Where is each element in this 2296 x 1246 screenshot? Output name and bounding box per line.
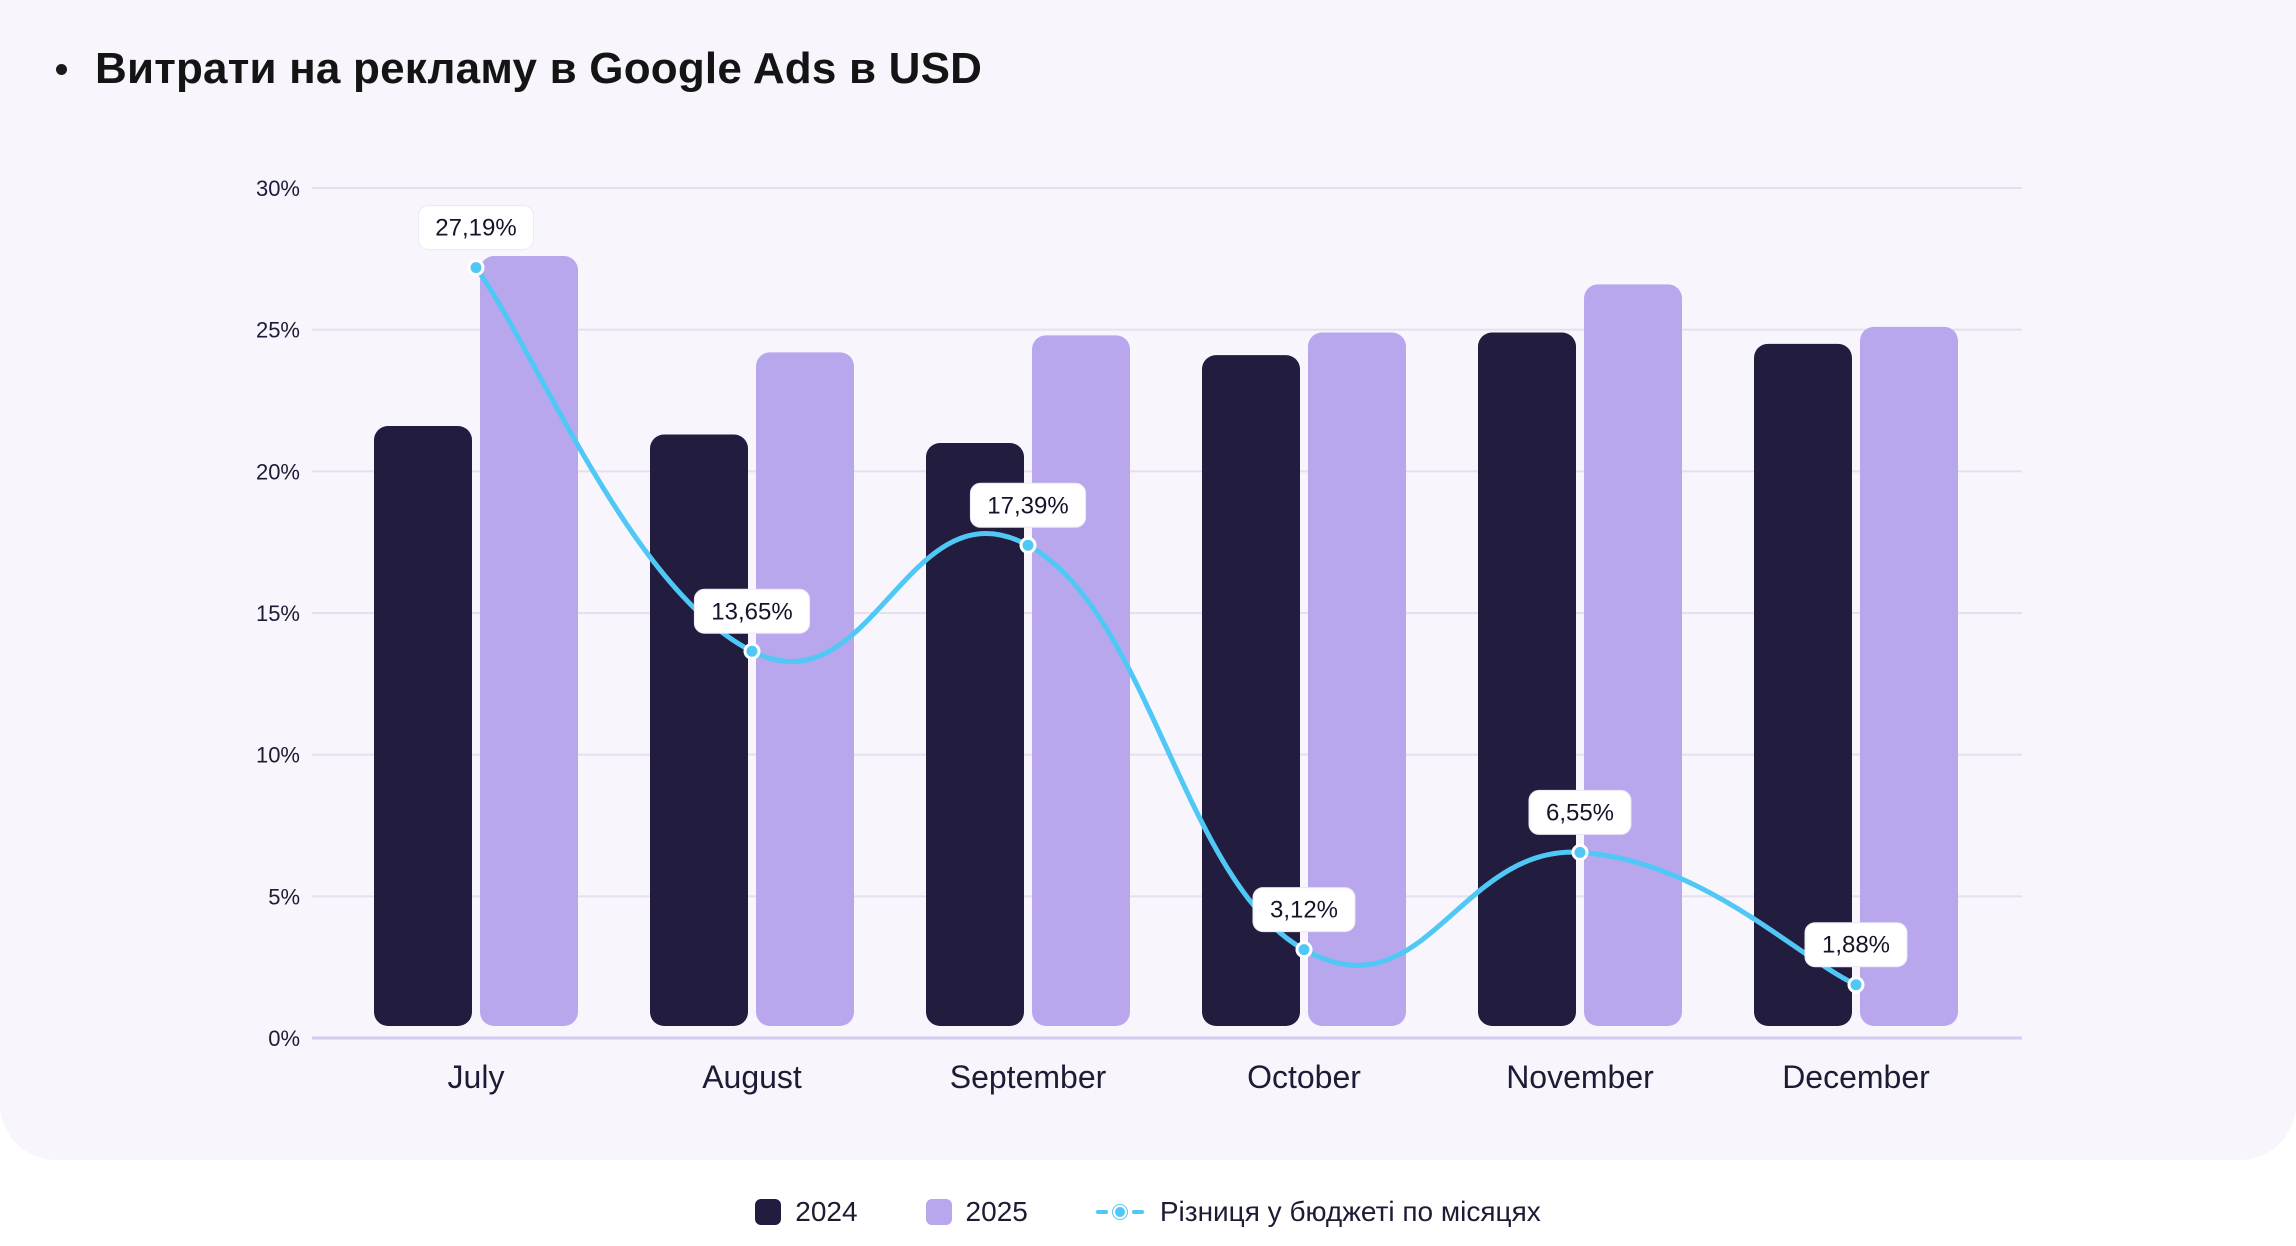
legend-swatch-2024 — [755, 1199, 782, 1225]
difference-point — [1571, 843, 1589, 861]
x-tick-label: November — [1506, 1059, 1654, 1095]
legend-label-difference: Різниця у бюджеті по місяцях — [1159, 1196, 1541, 1227]
bar-2025-december — [1860, 326, 1958, 1026]
difference-point — [1847, 976, 1865, 994]
bar-2025-august — [756, 352, 854, 1026]
legend: 2024 2025 Різниця у бюджеті по місяцях — [0, 1196, 2296, 1228]
bar-2024-august — [650, 434, 748, 1026]
value-label: 27,19% — [435, 215, 516, 242]
value-label: 17,39% — [987, 492, 1068, 519]
legend-item-difference: Різниця у бюджеті по місяцях — [1095, 1196, 1541, 1228]
bar-2024-july — [374, 426, 472, 1026]
x-tick-label: October — [1247, 1059, 1361, 1095]
bar-2025-november — [1584, 284, 1682, 1026]
value-label-box — [1804, 922, 1908, 968]
legend-line-icon — [1095, 1199, 1144, 1225]
chart-card: Витрати на рекламу в Google Ads в USD 0%… — [56, 44, 2022, 1095]
bar-2024-december — [1754, 343, 1852, 1026]
x-tick-label: August — [702, 1059, 802, 1095]
value-label: 3,12% — [1270, 897, 1338, 924]
legend-item-2024: 2024 — [755, 1196, 858, 1228]
difference-point — [1295, 941, 1313, 959]
title-row: Витрати на рекламу в Google Ads в USD — [56, 44, 982, 94]
difference-point — [467, 259, 485, 277]
legend-label-2025: 2025 — [965, 1196, 1028, 1227]
y-tick-label: 25% — [256, 318, 300, 343]
x-tick-label: September — [950, 1059, 1107, 1095]
y-tick-label: 5% — [268, 884, 300, 909]
x-tick-label: July — [448, 1059, 505, 1095]
y-tick-label: 30% — [256, 176, 300, 201]
value-label-box — [1252, 887, 1356, 933]
difference-point — [1019, 536, 1037, 554]
y-tick-label: 10% — [256, 743, 300, 768]
value-label-box — [1528, 789, 1632, 835]
bar-2025-september — [1032, 335, 1130, 1026]
value-label: 1,88% — [1822, 932, 1890, 959]
bar-2024-november — [1478, 332, 1576, 1026]
value-label-box — [417, 205, 535, 251]
legend-item-2025: 2025 — [925, 1196, 1028, 1228]
difference-point — [743, 642, 761, 660]
chart-title: Витрати на рекламу в Google Ads в USD — [95, 44, 983, 93]
x-tick-label: December — [1782, 1059, 1930, 1095]
bar-2024-october — [1202, 355, 1300, 1027]
legend-swatch-2025 — [925, 1199, 952, 1225]
bullet-icon — [56, 63, 67, 75]
bar-2024-september — [926, 443, 1024, 1026]
y-tick-label: 15% — [256, 601, 300, 626]
bar-2025-october — [1308, 332, 1406, 1026]
legend-label-2024: 2024 — [795, 1196, 858, 1227]
y-tick-label: 0% — [268, 1026, 300, 1051]
value-label: 6,55% — [1546, 799, 1614, 826]
value-label-box — [969, 482, 1087, 528]
value-label-box — [693, 588, 811, 634]
value-label: 13,65% — [711, 598, 792, 625]
bar-2025-july — [480, 256, 578, 1026]
y-tick-label: 20% — [256, 459, 300, 484]
bar-line-chart: 0% 5% 10% 15% 20% 25% 30% July August September Oc… — [256, 176, 2022, 1095]
